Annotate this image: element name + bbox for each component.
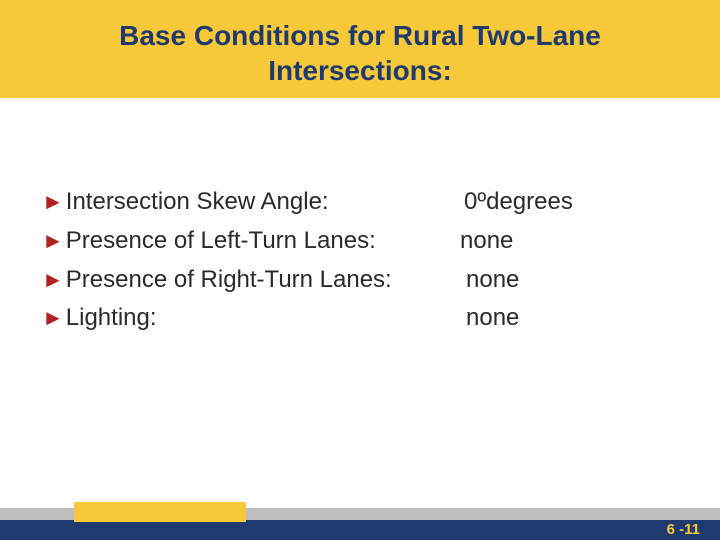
condition-label: Intersection Skew Angle: xyxy=(66,185,329,220)
condition-label: Presence of Left-Turn Lanes: xyxy=(66,224,376,259)
triangle-bullet-icon: ► xyxy=(42,225,64,257)
list-item: ► Intersection Skew Angle: 0ºdegrees xyxy=(42,185,682,220)
footer: 6 -11 xyxy=(0,506,720,540)
list-item: ► Lighting: none xyxy=(42,301,682,336)
page-number: 6 -11 xyxy=(667,521,700,538)
slide-title: Base Conditions for Rural Two-Lane Inter… xyxy=(0,10,720,88)
list-item: ► Presence of Right-Turn Lanes: none xyxy=(42,263,682,298)
triangle-bullet-icon: ► xyxy=(42,302,64,334)
footer-navy-bar xyxy=(0,520,720,540)
triangle-bullet-icon: ► xyxy=(42,186,64,218)
list-item: ► Presence of Left-Turn Lanes: none xyxy=(42,224,682,259)
condition-value: none xyxy=(460,224,513,259)
condition-label: Lighting: xyxy=(66,301,157,336)
condition-value: none xyxy=(466,263,519,298)
slide: Base Conditions for Rural Two-Lane Inter… xyxy=(0,0,720,540)
triangle-bullet-icon: ► xyxy=(42,264,64,296)
content-area: ► Intersection Skew Angle: 0ºdegrees ► P… xyxy=(42,185,682,340)
footer-gold-block xyxy=(74,502,246,522)
title-band: Base Conditions for Rural Two-Lane Inter… xyxy=(0,0,720,98)
condition-label: Presence of Right-Turn Lanes: xyxy=(66,263,392,298)
condition-value: none xyxy=(466,301,519,336)
condition-value: 0ºdegrees xyxy=(464,185,573,220)
